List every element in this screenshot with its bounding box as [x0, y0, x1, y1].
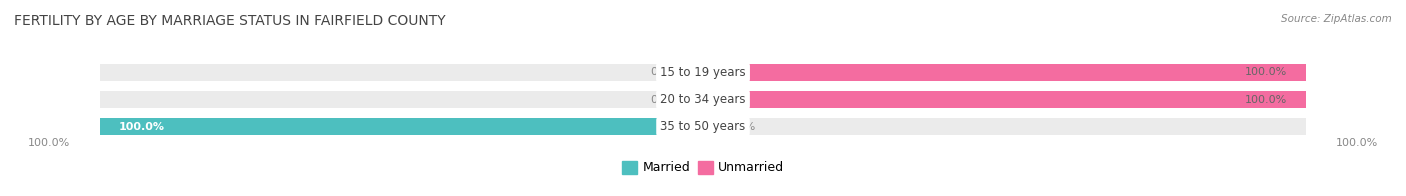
Text: 100.0%: 100.0%	[118, 122, 165, 132]
Text: 100.0%: 100.0%	[28, 139, 70, 149]
Text: 20 to 34 years: 20 to 34 years	[661, 93, 745, 106]
Text: 0.0%: 0.0%	[727, 122, 755, 132]
Bar	[703, 64, 1306, 81]
Bar	[100, 118, 703, 135]
Text: 0.0%: 0.0%	[651, 95, 679, 105]
Bar	[703, 118, 1306, 135]
Legend: Married, Unmarried: Married, Unmarried	[617, 156, 789, 180]
Bar	[703, 91, 1306, 108]
Text: 0.0%: 0.0%	[651, 67, 679, 77]
Text: 35 to 50 years: 35 to 50 years	[661, 120, 745, 133]
Text: 100.0%: 100.0%	[1336, 139, 1378, 149]
Bar	[100, 118, 703, 135]
Bar	[100, 91, 703, 108]
Text: 100.0%: 100.0%	[1246, 67, 1288, 77]
Bar	[703, 64, 1306, 81]
Text: 15 to 19 years: 15 to 19 years	[661, 66, 745, 79]
Text: FERTILITY BY AGE BY MARRIAGE STATUS IN FAIRFIELD COUNTY: FERTILITY BY AGE BY MARRIAGE STATUS IN F…	[14, 14, 446, 28]
Text: Source: ZipAtlas.com: Source: ZipAtlas.com	[1281, 14, 1392, 24]
Bar	[100, 64, 703, 81]
Text: 100.0%: 100.0%	[1246, 95, 1288, 105]
Bar	[703, 91, 1306, 108]
